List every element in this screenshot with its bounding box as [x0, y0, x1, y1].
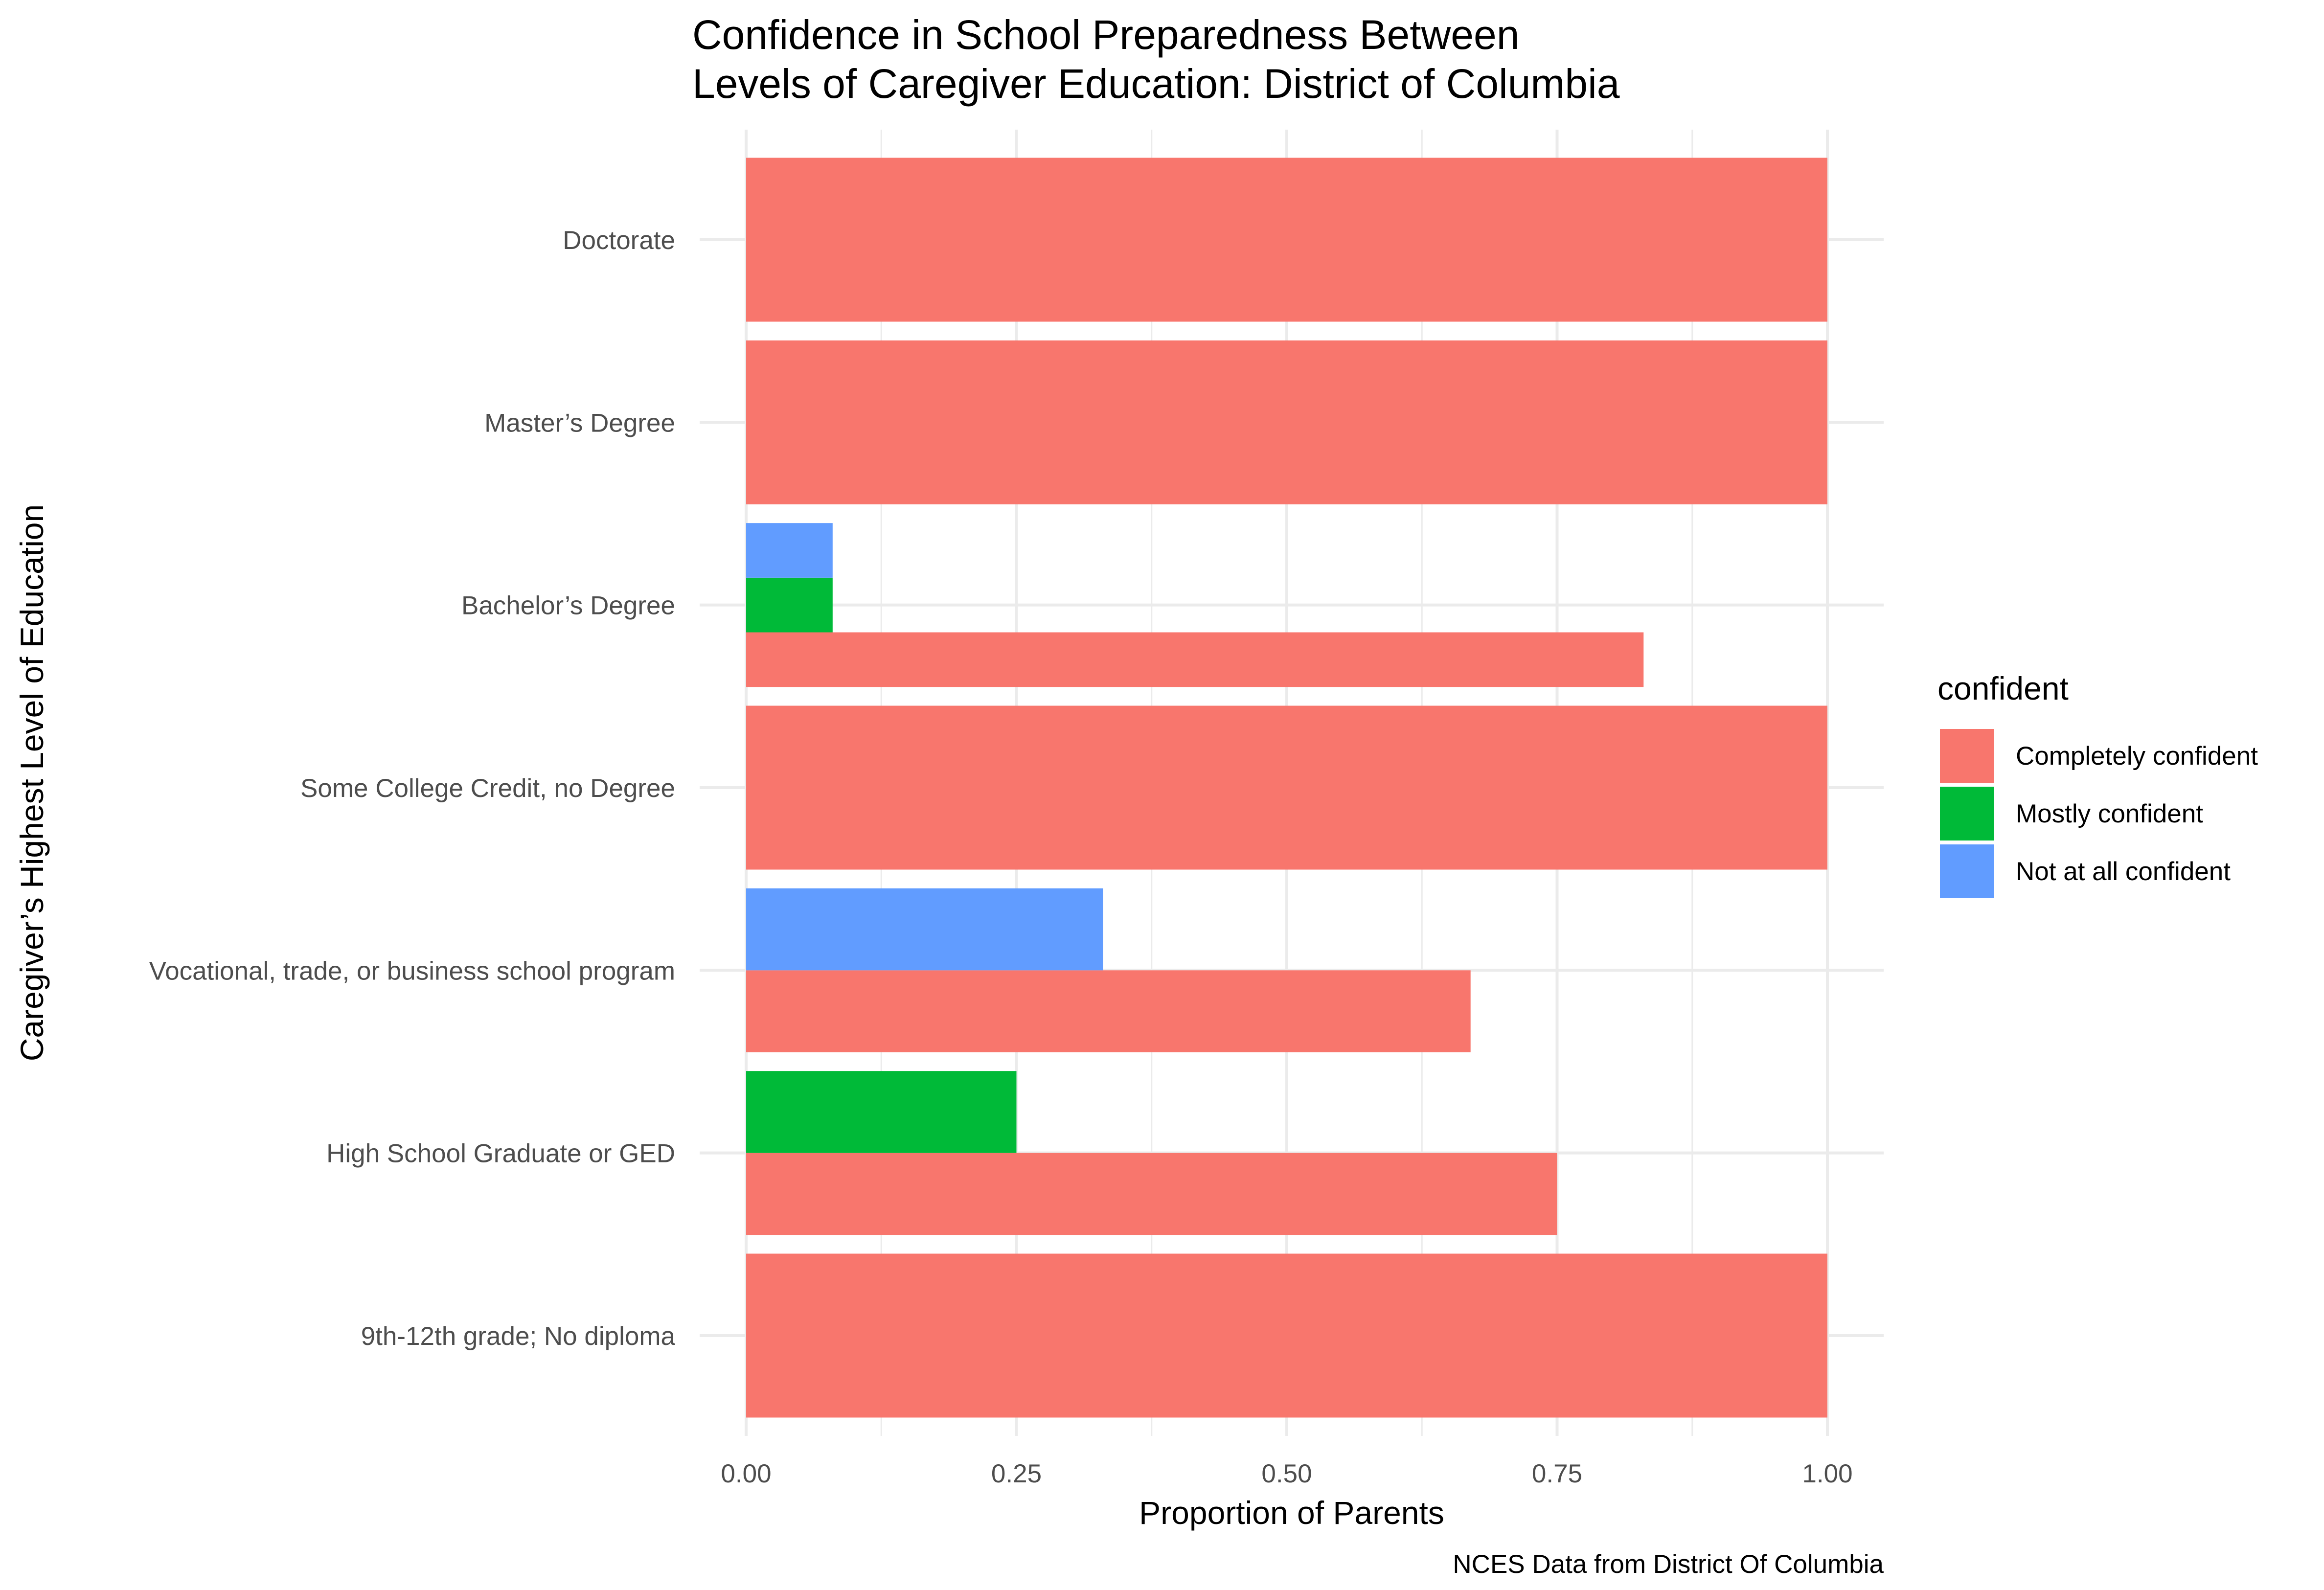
legend-label-0: Completely confident	[2016, 742, 2258, 771]
bar-0-2	[746, 632, 1644, 687]
y-tick-label-0: Doctorate	[563, 226, 675, 255]
bar-0-6	[746, 1253, 1827, 1418]
legend: confident Completely confident Mostly con…	[1937, 670, 2258, 898]
bar-0-5	[746, 1153, 1557, 1235]
legend-label-1: Mostly confident	[2016, 799, 2203, 828]
x-tick-label-0: 0.00	[721, 1459, 771, 1488]
y-tick-label-4: Vocational, trade, or business school pr…	[149, 956, 675, 985]
bar-0-4	[746, 970, 1471, 1052]
y-axis-title: Caregiver’s Highest Level of Education	[14, 504, 50, 1062]
y-tick-label-3: Some College Credit, no Degree	[300, 774, 675, 803]
chart-caption: NCES Data from District Of Columbia	[1453, 1550, 1884, 1579]
bar-1-5	[746, 1071, 1017, 1153]
legend-title: confident	[1937, 670, 2069, 706]
y-tick-label-1: Master’s Degree	[484, 409, 675, 437]
x-tick-label-1: 0.25	[991, 1459, 1042, 1488]
y-tick-labels: Doctorate Master’s Degree Bachelor’s Degre…	[149, 226, 676, 1351]
title-line-1: Confidence in School Preparedness Betwee…	[692, 12, 1519, 58]
y-tick-label-6: 9th-12th grade; No diploma	[361, 1322, 676, 1351]
bar-0-3	[746, 705, 1827, 870]
x-axis-title: Proportion of Parents	[1139, 1495, 1444, 1531]
legend-label-2: Not at all confident	[2016, 857, 2231, 886]
bar-0-0	[746, 158, 1827, 322]
bar-0-1	[746, 340, 1827, 504]
chart-title: Confidence in School Preparedness Betwee…	[692, 12, 1620, 107]
title-line-2: Levels of Caregiver Education: District …	[692, 61, 1620, 107]
y-tick-label-5: High School Graduate or GED	[326, 1139, 675, 1168]
legend-key-1	[1940, 787, 1994, 840]
bar-1-2	[746, 577, 833, 633]
x-tick-label-4: 1.00	[1802, 1459, 1852, 1488]
bar-marks	[746, 158, 1827, 1418]
x-tick-label-3: 0.75	[1532, 1459, 1582, 1488]
y-tick-label-2: Bachelor’s Degree	[461, 591, 675, 620]
legend-key-0	[1940, 729, 1994, 783]
bar-2-2	[746, 523, 833, 578]
x-tick-labels: 0.00 0.25 0.50 0.75 1.00	[721, 1459, 1852, 1488]
bar-2-4	[746, 888, 1103, 971]
legend-key-2	[1940, 844, 1994, 898]
x-tick-label-2: 0.50	[1261, 1459, 1312, 1488]
